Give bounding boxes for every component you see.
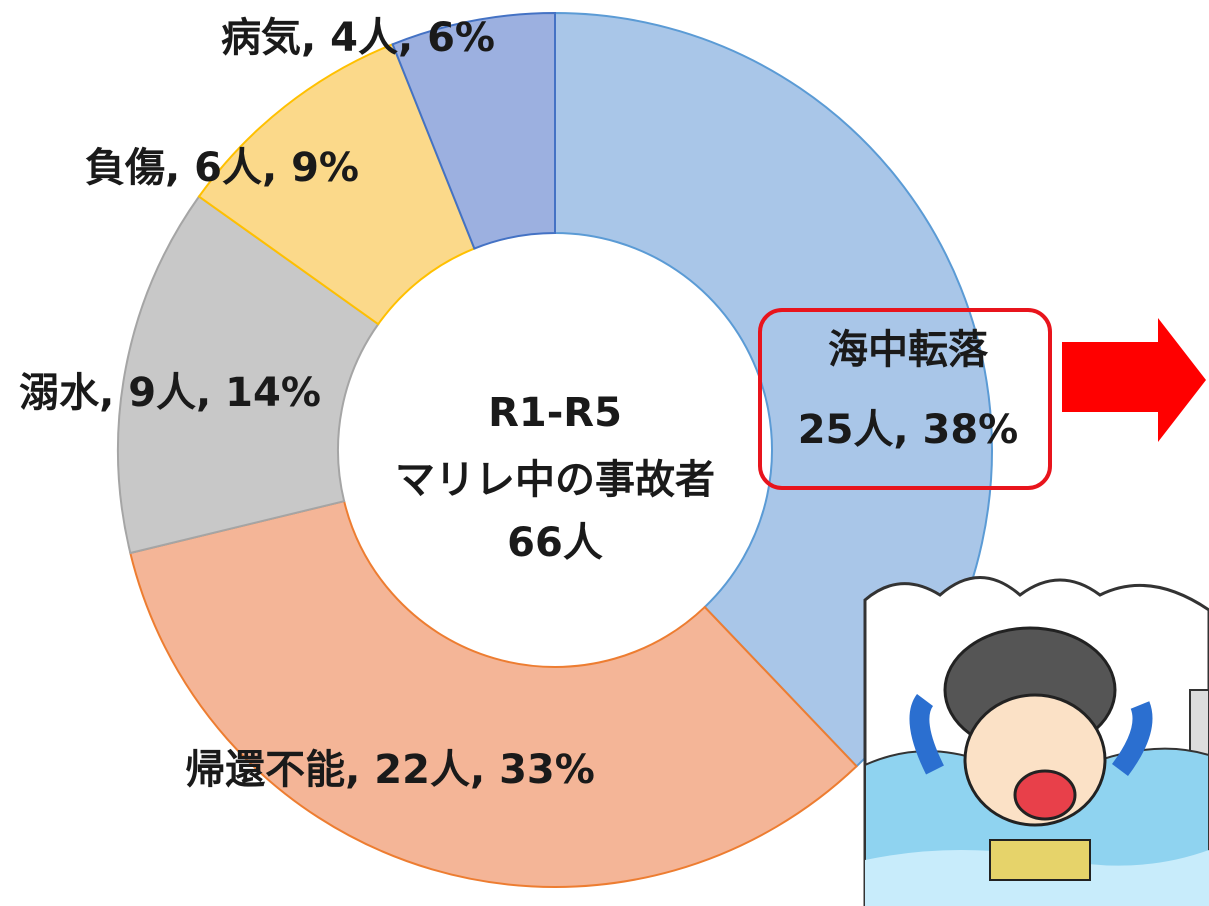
callout-title: 海中転落 [828, 327, 989, 373]
arrow [1062, 318, 1206, 442]
data-label: 帰還不能, 22人, 33% [185, 747, 595, 793]
center-text: R1-R5 [488, 390, 622, 436]
data-label: 溺水, 9人, 14% [19, 370, 321, 416]
data-label: 負傷, 6人, 9% [85, 145, 359, 191]
data-label: 25人, 38% [798, 407, 1019, 453]
center-text: 66人 [507, 520, 603, 566]
chart: R1-R5 マリレ中の事故者 66人 海中転落 25人, 38% 帰還不能, 22… [0, 0, 1209, 906]
data-label: 病気, 4人, 6% [221, 15, 495, 61]
illustration [865, 578, 1209, 906]
center-text: マリレ中の事故者 [395, 457, 715, 503]
